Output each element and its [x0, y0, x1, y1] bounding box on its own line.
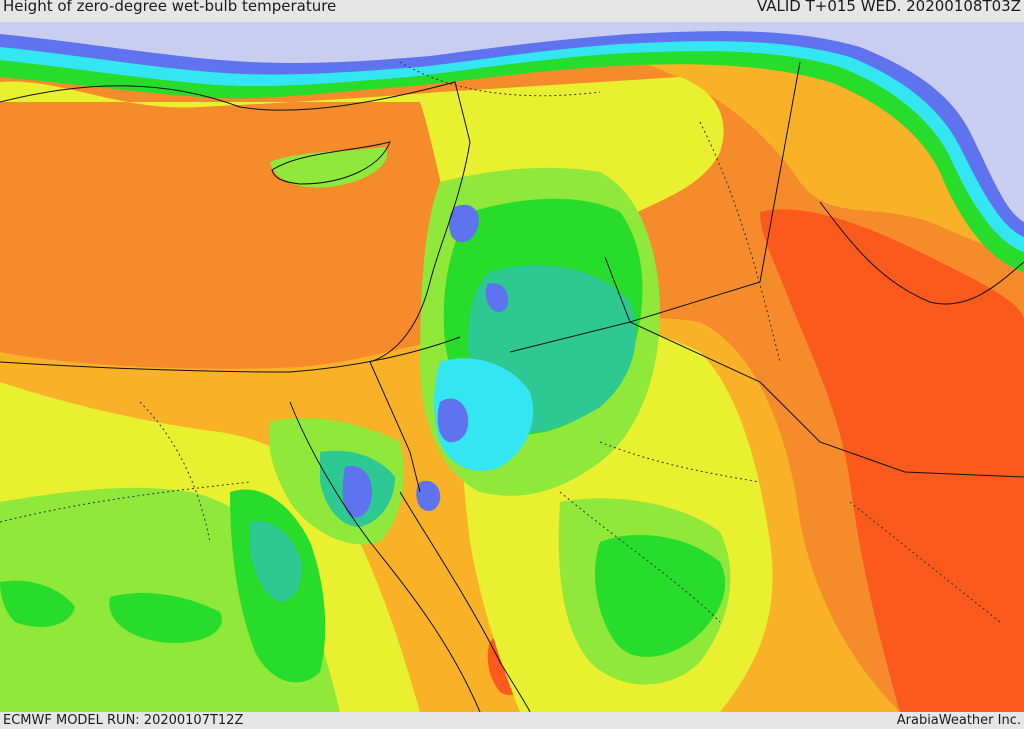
weather-map — [0, 22, 1024, 712]
province-line-6 — [399, 61, 601, 97]
map-canvas — [0, 22, 1024, 712]
north-cyan-band — [0, 22, 1024, 252]
blue-golan — [485, 283, 509, 312]
coast-med — [0, 81, 471, 363]
coast-red-sea-east — [399, 491, 531, 712]
blue-jordan — [437, 398, 469, 443]
map-header: Height of zero-degree wet-bulb temperatu… — [0, 0, 1024, 22]
province-line-2 — [139, 401, 211, 543]
green-egypt-west — [109, 592, 222, 643]
province-borders — [0, 61, 1001, 623]
coast-red-sea-west — [289, 401, 481, 712]
province-line-5 — [849, 501, 1001, 623]
green-west-blob — [0, 580, 75, 627]
red-orange-region — [760, 209, 1024, 712]
blue-aqaba — [416, 480, 441, 512]
teal-egypt — [250, 521, 302, 602]
border-sinai — [369, 361, 421, 493]
north-lowest-band — [0, 22, 1024, 222]
border-iraq-syria — [604, 61, 801, 323]
province-line-3 — [559, 491, 721, 623]
coast-gulf — [819, 201, 1024, 305]
country-borders — [0, 61, 1024, 712]
border-egypt-libya — [0, 336, 461, 373]
model-run: ECMWF MODEL RUN: 20200107T12Z — [3, 713, 244, 728]
blue-sinai-peak — [342, 465, 372, 518]
blue-lebanon — [448, 204, 479, 243]
cyan-jordan — [434, 358, 534, 471]
border-jordan-saudi — [509, 321, 1024, 478]
light-green-cyprus — [270, 147, 388, 188]
map-title: Height of zero-degree wet-bulb temperatu… — [3, 0, 337, 15]
credit: ArabiaWeather Inc. — [896, 713, 1021, 728]
coast-cyprus — [271, 141, 391, 185]
province-line-1 — [0, 481, 251, 523]
valid-time: VALID T+015 WED. 20200108T03Z — [756, 0, 1021, 15]
map-footer: ECMWF MODEL RUN: 20200107T12Z ArabiaWeat… — [0, 712, 1024, 729]
green-saudi — [595, 534, 726, 657]
